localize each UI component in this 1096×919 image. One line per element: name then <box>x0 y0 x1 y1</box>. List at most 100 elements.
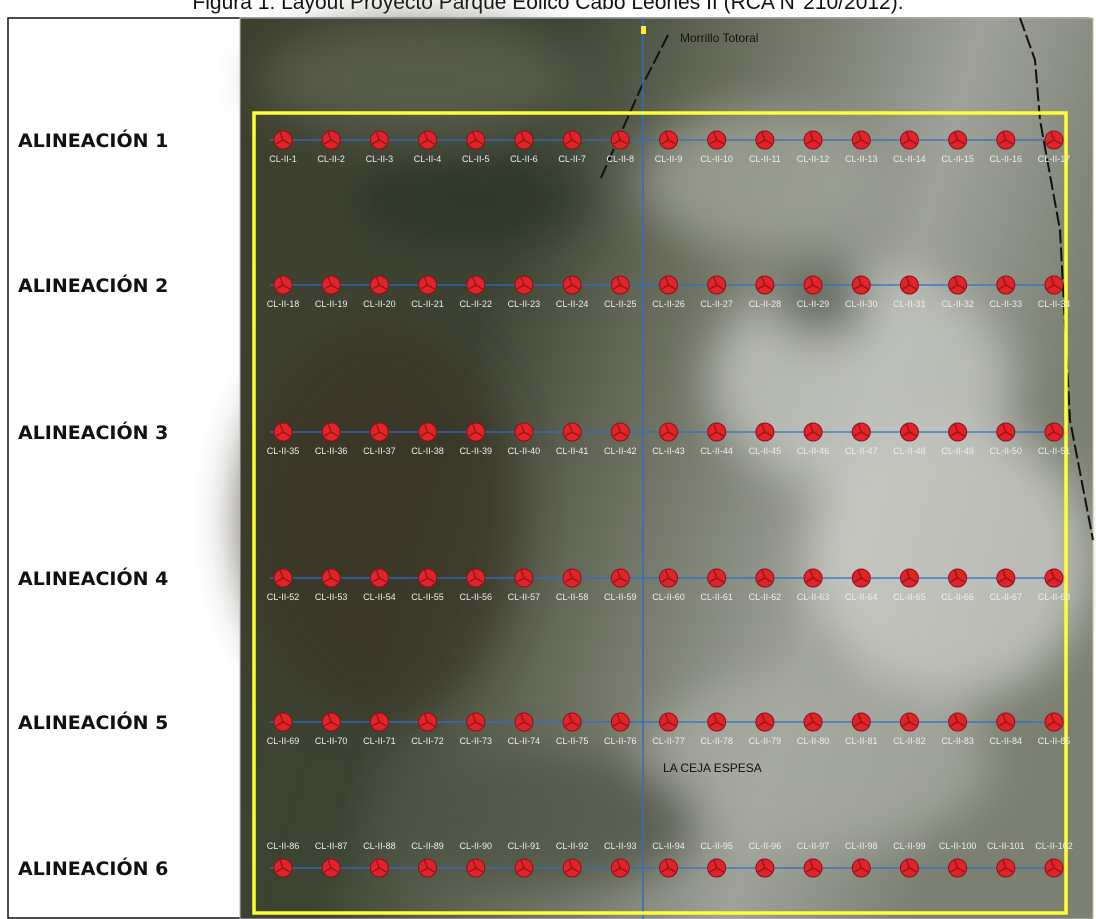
turbine-label: CL-II-77 <box>652 736 685 746</box>
place-label: Morrillo Totoral <box>680 31 758 45</box>
turbine-label: CL-II-56 <box>459 592 492 602</box>
turbine-label: CL-II-12 <box>797 154 830 164</box>
turbine-label: CL-II-28 <box>749 299 782 309</box>
turbine-label: CL-II-99 <box>893 841 926 851</box>
turbine-label: CL-II-21 <box>411 299 444 309</box>
turbine-label: CL-II-33 <box>990 299 1023 309</box>
turbine-label: CL-II-64 <box>845 592 878 602</box>
turbine-label: CL-II-38 <box>411 446 444 456</box>
turbine-label: CL-II-31 <box>893 299 926 309</box>
turbine-label: CL-II-51 <box>1038 446 1071 456</box>
turbine-label: CL-II-45 <box>749 446 782 456</box>
turbine-label: CL-II-20 <box>363 299 396 309</box>
turbine-label: CL-II-70 <box>315 736 348 746</box>
turbine-label: CL-II-73 <box>459 736 492 746</box>
turbine-label: CL-II-60 <box>652 592 685 602</box>
turbine-label: CL-II-83 <box>941 736 974 746</box>
turbine-label: CL-II-13 <box>845 154 878 164</box>
turbine-label: CL-II-24 <box>556 299 589 309</box>
turbine-label: CL-II-4 <box>414 154 442 164</box>
turbine-label: CL-II-9 <box>655 154 683 164</box>
turbine-label: CL-II-48 <box>893 446 926 456</box>
turbine-label: CL-II-62 <box>749 592 782 602</box>
turbine-label: CL-II-50 <box>990 446 1023 456</box>
turbine-label: CL-II-91 <box>508 841 541 851</box>
turbine-label: CL-II-86 <box>267 841 300 851</box>
turbine-label: CL-II-98 <box>845 841 878 851</box>
turbine-label: CL-II-23 <box>508 299 541 309</box>
turbine-label: CL-II-76 <box>604 736 637 746</box>
turbine-label: CL-II-84 <box>990 736 1023 746</box>
turbine-label: CL-II-3 <box>366 154 394 164</box>
turbine-label: CL-II-93 <box>604 841 637 851</box>
turbine-label: CL-II-7 <box>558 154 586 164</box>
turbine-label: CL-II-41 <box>556 446 589 456</box>
turbine-label: CL-II-19 <box>315 299 348 309</box>
turbine-label: CL-II-58 <box>556 592 589 602</box>
turbine-label: CL-II-32 <box>941 299 974 309</box>
turbine-label: CL-II-79 <box>749 736 782 746</box>
turbine-label: CL-II-47 <box>845 446 878 456</box>
turbine-label: CL-II-14 <box>893 154 926 164</box>
turbine-label: CL-II-46 <box>797 446 830 456</box>
turbine-label: CL-II-37 <box>363 446 396 456</box>
turbine-label: CL-II-81 <box>845 736 878 746</box>
turbine-label: CL-II-71 <box>363 736 396 746</box>
turbine-label: CL-II-29 <box>797 299 830 309</box>
turbine-label: CL-II-89 <box>411 841 444 851</box>
turbine-label: CL-II-17 <box>1038 154 1071 164</box>
turbine-label: CL-II-6 <box>510 154 538 164</box>
turbine-label: CL-II-55 <box>411 592 444 602</box>
turbine-label: CL-II-59 <box>604 592 637 602</box>
alignment-label: ALINEACIÓN 4 <box>18 566 168 590</box>
place-label: LA CEJA ESPESA <box>663 761 762 775</box>
page: Figura 1: Layout Proyecto Parque Eólico … <box>0 0 1096 919</box>
turbine-label: CL-II-8 <box>607 154 635 164</box>
turbine-label: CL-II-80 <box>797 736 830 746</box>
turbine-label: CL-II-35 <box>267 446 300 456</box>
turbine-label: CL-II-57 <box>508 592 541 602</box>
turbine-label: CL-II-52 <box>267 592 300 602</box>
alignment-label: ALINEACIÓN 2 <box>18 273 168 297</box>
turbine-label: CL-II-66 <box>941 592 974 602</box>
alignment-label: ALINEACIÓN 1 <box>18 128 168 152</box>
turbine-label: CL-II-63 <box>797 592 830 602</box>
turbine-label: CL-II-61 <box>700 592 733 602</box>
turbine-label: CL-II-16 <box>990 154 1023 164</box>
turbine-label: CL-II-1 <box>269 154 297 164</box>
turbine-label: CL-II-92 <box>556 841 589 851</box>
turbine-label: CL-II-2 <box>317 154 345 164</box>
alignment-label: ALINEACIÓN 6 <box>18 856 168 880</box>
turbine-label: CL-II-94 <box>652 841 685 851</box>
turbine-label: CL-II-100 <box>939 841 977 851</box>
turbine-label: CL-II-40 <box>508 446 541 456</box>
turbine-label: CL-II-39 <box>459 446 492 456</box>
turbine-label: CL-II-85 <box>1038 736 1071 746</box>
turbine-label: CL-II-5 <box>462 154 490 164</box>
turbine-label: CL-II-10 <box>700 154 733 164</box>
turbine-label: CL-II-27 <box>700 299 733 309</box>
turbine-label: CL-II-68 <box>1038 592 1071 602</box>
alignment-label: ALINEACIÓN 5 <box>18 710 168 734</box>
turbine-label: CL-II-78 <box>700 736 733 746</box>
turbine-label: CL-II-75 <box>556 736 589 746</box>
turbine-label: CL-II-95 <box>700 841 733 851</box>
turbine-label: CL-II-101 <box>987 841 1025 851</box>
turbine-label: CL-II-18 <box>267 299 300 309</box>
turbine-label: CL-II-102 <box>1035 841 1073 851</box>
turbine-label: CL-II-49 <box>941 446 974 456</box>
alignment-label: ALINEACIÓN 3 <box>18 420 168 444</box>
turbine-label: CL-II-22 <box>459 299 492 309</box>
turbine-label: CL-II-90 <box>459 841 492 851</box>
turbine-label: CL-II-53 <box>315 592 348 602</box>
turbine-label: CL-II-36 <box>315 446 348 456</box>
turbine-label: CL-II-44 <box>700 446 733 456</box>
turbine-label: CL-II-88 <box>363 841 396 851</box>
turbine-label: CL-II-25 <box>604 299 637 309</box>
turbine-label: CL-II-82 <box>893 736 926 746</box>
turbine-label: CL-II-43 <box>652 446 685 456</box>
turbine-label: CL-II-26 <box>652 299 685 309</box>
turbine-label: CL-II-15 <box>941 154 974 164</box>
turbine-label: CL-II-11 <box>749 154 781 164</box>
turbine-label: CL-II-67 <box>990 592 1023 602</box>
